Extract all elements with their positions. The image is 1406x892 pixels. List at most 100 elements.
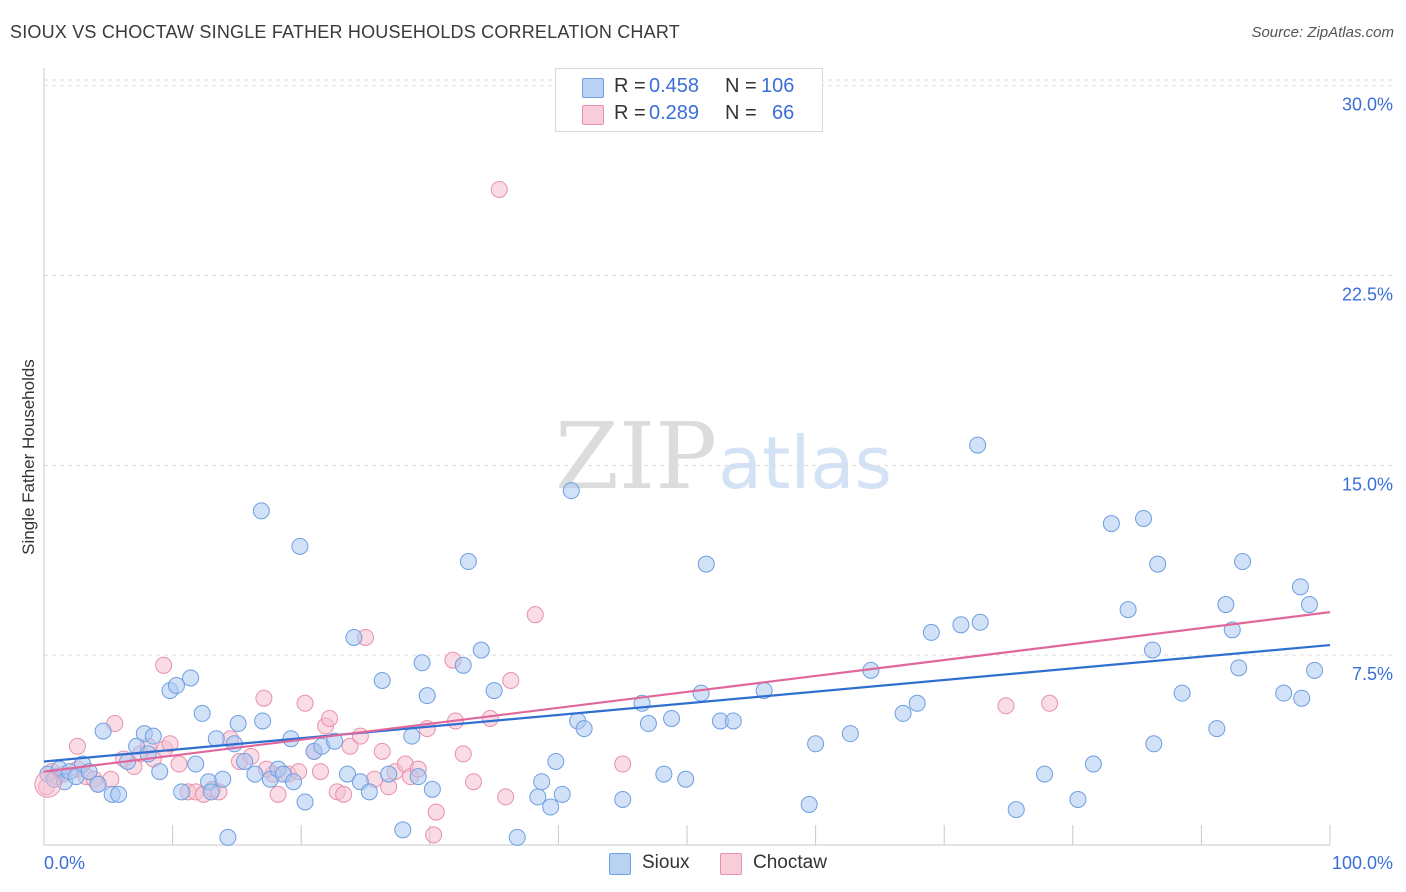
sioux-point xyxy=(229,715,247,733)
bottom-legend-label-sioux: Sioux xyxy=(642,852,690,873)
legend-box: R = 0.458 N = 106 R = 0.289 N = 66 xyxy=(555,68,823,132)
sioux-point xyxy=(236,752,254,770)
sioux-point xyxy=(1300,596,1318,614)
sioux-point xyxy=(922,623,940,641)
sioux-point xyxy=(454,656,472,674)
sioux-point xyxy=(952,616,970,634)
sioux-point xyxy=(360,783,378,801)
sioux-point xyxy=(219,828,237,846)
sioux-point xyxy=(1102,515,1120,533)
legend-n-label: N = xyxy=(725,75,757,97)
sioux-point xyxy=(841,725,859,743)
legend-n-value: 106 xyxy=(761,75,795,97)
sioux-point xyxy=(908,694,926,712)
sioux-trend-line xyxy=(43,643,1331,763)
choctaw-point xyxy=(373,742,391,760)
choctaw-point xyxy=(614,755,632,773)
sioux-point xyxy=(472,641,490,659)
sioux-point xyxy=(187,755,205,773)
sioux-point xyxy=(1149,555,1167,573)
sioux-point xyxy=(1291,578,1309,596)
sioux-point xyxy=(144,727,162,745)
legend-n-value: 66 xyxy=(772,102,795,124)
sioux-point xyxy=(677,770,695,788)
sioux-point xyxy=(151,763,169,781)
sioux-point xyxy=(418,687,436,705)
y-axis-title: Single Father Households xyxy=(19,359,38,555)
sioux-point xyxy=(409,768,427,786)
sioux-point xyxy=(246,765,264,783)
watermark-zip: ZIP xyxy=(555,403,717,510)
choctaw-point xyxy=(311,763,329,781)
sioux-point xyxy=(202,783,220,801)
chart-source: Source: ZipAtlas.com xyxy=(1251,24,1394,41)
legend-r-label: R = xyxy=(614,75,646,97)
sioux-point xyxy=(373,671,391,689)
watermark-atlas: atlas xyxy=(718,421,892,505)
choctaw-point xyxy=(255,689,273,707)
sioux-point xyxy=(1144,641,1162,659)
sioux-point xyxy=(338,765,356,783)
y-tick-label: 22.5% xyxy=(1342,285,1393,305)
x-tick-label: 100.0% xyxy=(1332,853,1393,873)
sioux-point xyxy=(1007,801,1025,819)
sioux-point xyxy=(542,798,560,816)
sioux-point xyxy=(110,785,128,803)
sioux-point xyxy=(214,770,232,788)
choctaw-point xyxy=(997,697,1015,715)
sioux-point xyxy=(1145,735,1163,753)
sioux-point xyxy=(1275,684,1293,702)
sioux-point xyxy=(639,715,657,733)
choctaw-point xyxy=(341,737,359,755)
sioux-point xyxy=(1293,689,1311,707)
sioux-point xyxy=(800,796,818,814)
choctaw-point xyxy=(170,755,188,773)
chart-title: SIOUX VS CHOCTAW SINGLE FATHER HOUSEHOLD… xyxy=(10,22,680,42)
sioux-point xyxy=(94,722,112,740)
sioux-point xyxy=(485,682,503,700)
choctaw-point xyxy=(269,785,287,803)
sioux-point xyxy=(182,669,200,687)
sioux-point xyxy=(345,628,363,646)
sioux-point xyxy=(326,732,344,750)
sioux-point xyxy=(547,752,565,770)
sioux-point xyxy=(291,537,309,555)
sioux-point xyxy=(533,773,551,791)
choctaw-point xyxy=(296,694,314,712)
y-tick-label: 30.0% xyxy=(1342,95,1393,115)
sioux-point xyxy=(969,436,987,454)
sioux-point xyxy=(655,765,673,783)
sioux-point xyxy=(423,780,441,798)
sioux-point xyxy=(663,709,681,727)
sioux-point xyxy=(724,712,742,730)
bottom-legend-label-choctaw: Choctaw xyxy=(753,852,827,873)
sioux-point xyxy=(1135,510,1153,528)
choctaw-point xyxy=(497,788,515,806)
choctaw-point xyxy=(155,656,173,674)
sioux-point xyxy=(1036,765,1054,783)
choctaw-point xyxy=(481,709,499,727)
sioux-point xyxy=(296,793,314,811)
sioux-point xyxy=(403,727,421,745)
sioux-point xyxy=(193,704,211,722)
sioux-point xyxy=(89,775,107,793)
choctaw-point xyxy=(1041,694,1059,712)
bottom-legend-swatch-choctaw xyxy=(720,853,742,875)
choctaw-point xyxy=(502,671,520,689)
choctaw-point xyxy=(490,180,508,198)
choctaw-point xyxy=(454,745,472,763)
grid-layer xyxy=(44,79,1392,656)
sioux-point xyxy=(459,553,477,571)
points-layer xyxy=(34,180,1324,846)
sioux-point xyxy=(1084,755,1102,773)
sioux-point xyxy=(394,821,412,839)
choctaw-point xyxy=(161,735,179,753)
sioux-point xyxy=(807,735,825,753)
legend-swatch-choctaw xyxy=(582,105,604,125)
choctaw-point xyxy=(425,826,443,844)
bottom-legend-swatch-sioux xyxy=(609,853,631,875)
legend-r-value: 0.458 xyxy=(649,75,700,97)
sioux-point xyxy=(1217,596,1235,614)
sioux-point xyxy=(1069,790,1087,808)
